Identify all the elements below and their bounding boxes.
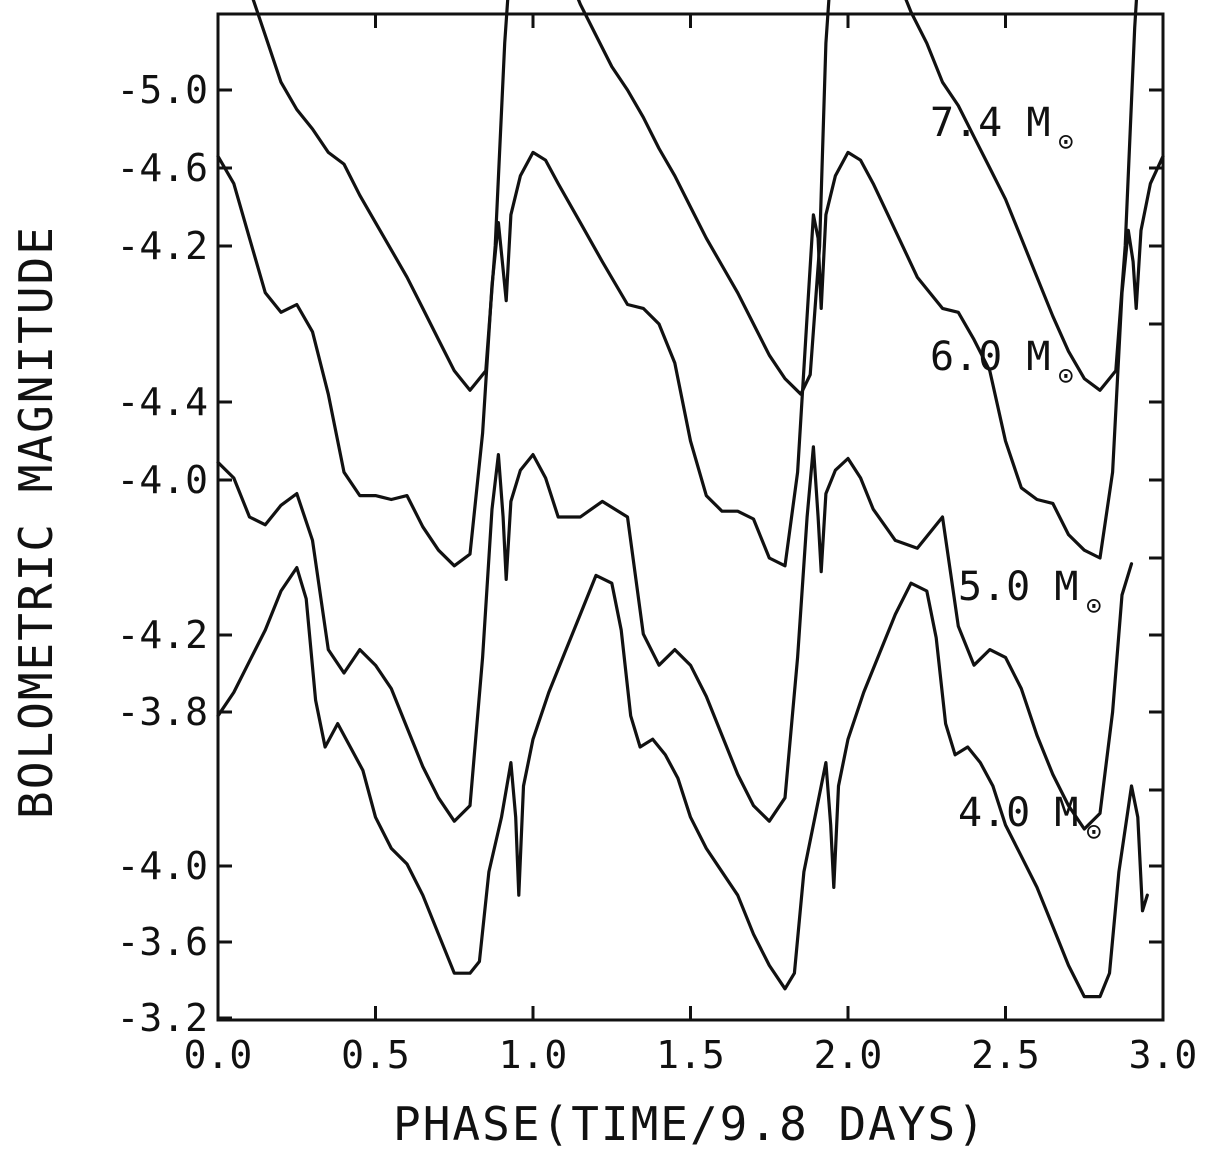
x-tick-label: 0.0	[184, 1033, 253, 1077]
x-tick-label: 3.0	[1129, 1033, 1198, 1077]
solar-symbol: ⊙	[1086, 591, 1102, 621]
y-tick-label: -3.2	[116, 996, 208, 1040]
y-tick-label: -4.2	[116, 224, 208, 268]
curve-6-0-msun	[216, 150, 1165, 568]
solar-symbol: ⊙	[1058, 361, 1074, 391]
y-tick-label: -3.8	[116, 690, 208, 734]
curve-5-0-msun	[216, 445, 1134, 831]
x-tick-label: 2.5	[971, 1033, 1040, 1077]
y-tick-label: -4.6	[116, 146, 208, 190]
y-tick-label: -4.2	[116, 613, 208, 657]
y-tick-label: -4.0	[116, 844, 208, 888]
y-ticks: -5.0 -4.6 -4.2 -4.4 -4.0 -4.2 -3.8 -4.0 -3.6 -3.2	[116, 68, 1163, 1040]
series-label: 4.0 M	[958, 790, 1078, 836]
y-tick-label: -4.0	[116, 458, 208, 502]
x-tick-label: 0.5	[341, 1033, 410, 1077]
series-label: 5.0 M	[958, 564, 1078, 610]
curves	[216, 0, 1165, 999]
curve-4-0-msun	[216, 566, 1149, 999]
curve-7-4-msun	[251, 0, 1139, 396]
y-axis-title: BOLOMETRIC MAGNITUDE	[9, 225, 63, 819]
x-ticks: 0.0 0.5 1.0 1.5 2.0 2.5 3.0	[184, 14, 1198, 1077]
series-label: 6.0 M	[930, 334, 1050, 380]
solar-symbol: ⊙	[1086, 817, 1102, 847]
y-tick-label: -5.0	[116, 68, 208, 112]
series-labels: 7.4 M ⊙ 6.0 M ⊙ 5.0 M ⊙ 4.0 M ⊙	[930, 100, 1102, 847]
x-tick-label: 1.5	[656, 1033, 725, 1077]
x-tick-label: 1.0	[499, 1033, 568, 1077]
y-tick-label: -3.6	[116, 920, 208, 964]
plot-frame	[216, 12, 1165, 1022]
series-label: 7.4 M	[930, 100, 1050, 146]
x-axis-title: PHASE(TIME/9.8 DAYS)	[393, 1097, 987, 1151]
solar-symbol: ⊙	[1058, 127, 1074, 157]
y-tick-label: -4.4	[116, 380, 208, 424]
x-tick-label: 2.0	[814, 1033, 883, 1077]
